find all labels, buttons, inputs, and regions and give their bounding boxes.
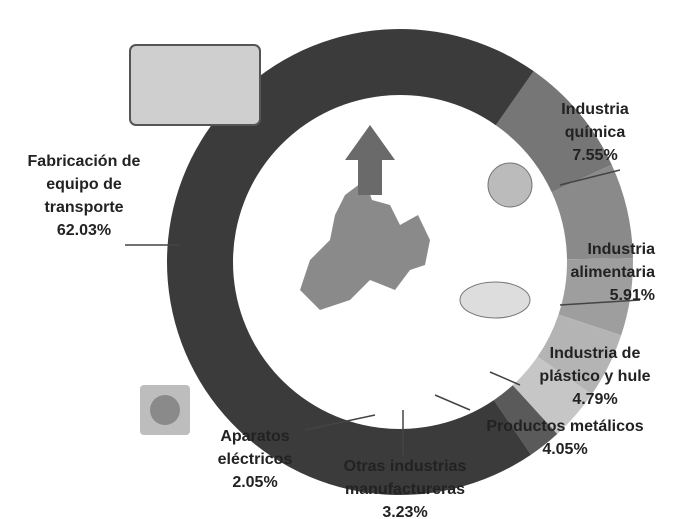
donut bbox=[167, 28, 633, 495]
category-label: Otras industrias manufactureras bbox=[343, 458, 467, 498]
category-label: Industria de plástico y hule bbox=[539, 345, 651, 385]
value-label: 4.79% bbox=[572, 391, 618, 408]
category-label: Productos metálicos bbox=[486, 418, 644, 435]
segment-label: Fabricación de equipo de transporte 62.03… bbox=[8, 150, 160, 242]
segment-label: Aparatos eléctricos 2.05% bbox=[200, 425, 310, 494]
donut-segment bbox=[512, 356, 592, 434]
value-label: 7.55% bbox=[572, 147, 618, 164]
flask-icon bbox=[487, 162, 533, 208]
category-label: Industria alimentaria bbox=[570, 241, 655, 281]
car-icon bbox=[129, 44, 261, 126]
segment-label: Otras industrias manufactureras 3.23% bbox=[320, 455, 490, 519]
leader-line bbox=[489, 371, 521, 386]
leader-line bbox=[304, 414, 376, 431]
appliance-icon bbox=[150, 395, 180, 425]
map-icon bbox=[300, 180, 430, 310]
category-label: Industria química bbox=[561, 101, 629, 141]
leader-line bbox=[559, 169, 621, 186]
category-label: Fabricación de equipo de transporte bbox=[27, 153, 141, 216]
value-label: 62.03% bbox=[56, 222, 112, 239]
segment-label: Industria alimentaria 5.91% bbox=[545, 238, 655, 307]
segment-label: Industria de plástico y hule 4.79% bbox=[520, 342, 670, 411]
donut-segment bbox=[493, 385, 558, 455]
donut-segment bbox=[558, 258, 633, 336]
donut-segment bbox=[551, 164, 633, 260]
food-icon bbox=[459, 281, 531, 319]
segment-label: Productos metálicos 4.05% bbox=[460, 415, 670, 461]
leader-lines bbox=[125, 169, 641, 455]
donut-segment bbox=[495, 71, 612, 193]
value-label: 5.91% bbox=[609, 287, 655, 304]
value-label: 2.05% bbox=[232, 474, 278, 491]
segment-label: Industria química 7.55% bbox=[545, 98, 645, 167]
category-label: Aparatos eléctricos bbox=[217, 428, 293, 468]
donut-segment bbox=[167, 28, 534, 495]
arrow-icon bbox=[345, 125, 395, 195]
leader-line bbox=[559, 299, 641, 306]
value-label: 3.23% bbox=[382, 504, 428, 519]
donut-segment bbox=[537, 314, 622, 395]
value-label: 4.05% bbox=[542, 441, 588, 458]
leader-line bbox=[434, 394, 471, 411]
